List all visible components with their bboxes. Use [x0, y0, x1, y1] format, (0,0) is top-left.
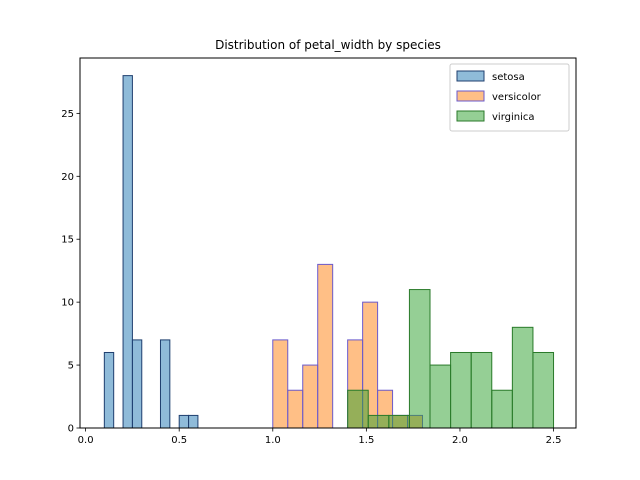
legend-swatch-setosa: [456, 70, 485, 82]
x-tick-label-3: 1.5: [358, 435, 374, 446]
bar-versicolor-2: [302, 364, 319, 429]
bar-versicolor-0: [272, 339, 289, 429]
bar-setosa-6: [159, 339, 171, 429]
bar-setosa-9: [188, 414, 199, 429]
x-tick-label-2: 1.0: [265, 435, 281, 446]
x-tick-label-1: 0.5: [171, 435, 187, 446]
bar-setosa-3: [131, 339, 143, 429]
y-tick-label-0: 0: [68, 424, 74, 435]
y-tick-label-1: 5: [68, 361, 74, 372]
bar-virginica-1: [367, 414, 390, 429]
bar-virginica-9: [532, 351, 555, 429]
legend-label-versicolor: versicolor: [492, 92, 542, 103]
bar-virginica-6: [470, 351, 493, 429]
bar-versicolor-3: [317, 263, 334, 429]
y-tick-label-2: 10: [61, 298, 74, 309]
legend-label-virginica: virginica: [492, 112, 535, 123]
x-tick-label-5: 2.5: [546, 435, 562, 446]
bar-virginica-5: [450, 351, 472, 429]
legend-swatch-versicolor: [456, 90, 485, 102]
x-tick-label-4: 2.0: [452, 435, 468, 446]
bar-virginica-4: [429, 364, 452, 429]
y-tick-label-3: 15: [61, 235, 74, 246]
legend: setosa versicolor virginica: [449, 63, 570, 132]
legend-swatch-virginica: [456, 110, 485, 122]
axes-frame: [79, 57, 577, 429]
bar-setosa-0: [103, 351, 115, 429]
bar-setosa-2: [122, 75, 133, 429]
y-tick-label-4: 20: [61, 172, 74, 183]
bar-versicolor-1: [287, 389, 304, 429]
y-axis: 0 5 10 15 20 25: [61, 109, 80, 435]
chart-title: Distribution of petal_width by species: [215, 38, 441, 52]
bar-virginica-8: [511, 326, 534, 429]
bar-virginica-0: [347, 389, 369, 429]
x-axis: 0.0 0.5 1.0 1.5 2.0 2.5: [78, 428, 562, 446]
bar-virginica-2: [388, 414, 410, 429]
bars-layer: [103, 75, 555, 429]
y-tick-label-5: 25: [61, 109, 74, 120]
bar-setosa-8: [178, 414, 190, 429]
legend-label-setosa: setosa: [492, 72, 525, 83]
bar-virginica-7: [491, 389, 513, 429]
bar-virginica-3: [408, 289, 431, 429]
x-tick-label-0: 0.0: [78, 435, 94, 446]
